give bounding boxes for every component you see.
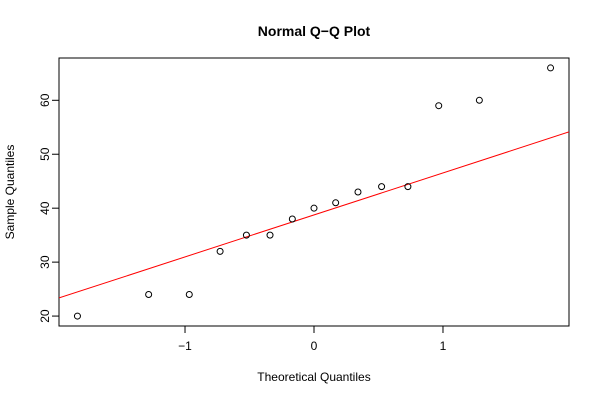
- y-tick-label: 40: [38, 201, 52, 215]
- point: [378, 183, 386, 191]
- point: [354, 188, 362, 196]
- point: [475, 96, 483, 104]
- x-axis-label: Theoretical Quantiles: [257, 370, 370, 384]
- y-tick-label: 50: [38, 147, 52, 161]
- y-tick-label: 20: [38, 309, 52, 323]
- point: [332, 199, 340, 207]
- x-tick-label: −1: [178, 339, 192, 353]
- x-tick-label: 0: [311, 339, 318, 353]
- point: [216, 247, 224, 255]
- chart-title: Normal Q−Q Plot: [258, 23, 371, 39]
- point: [73, 312, 81, 320]
- y-tick-label: 30: [38, 255, 52, 269]
- point: [288, 215, 296, 223]
- point: [242, 231, 250, 239]
- y-axis-label: Sample Quantiles: [3, 145, 17, 240]
- point: [145, 290, 153, 298]
- point: [547, 64, 555, 72]
- point: [435, 102, 443, 110]
- point: [404, 183, 412, 191]
- y-tick-label: 60: [38, 93, 52, 107]
- plot-frame: [58, 57, 570, 327]
- point: [266, 231, 274, 239]
- qq-line: [59, 131, 569, 299]
- point: [185, 290, 193, 298]
- point: [310, 204, 318, 212]
- x-tick-label: 1: [440, 339, 447, 353]
